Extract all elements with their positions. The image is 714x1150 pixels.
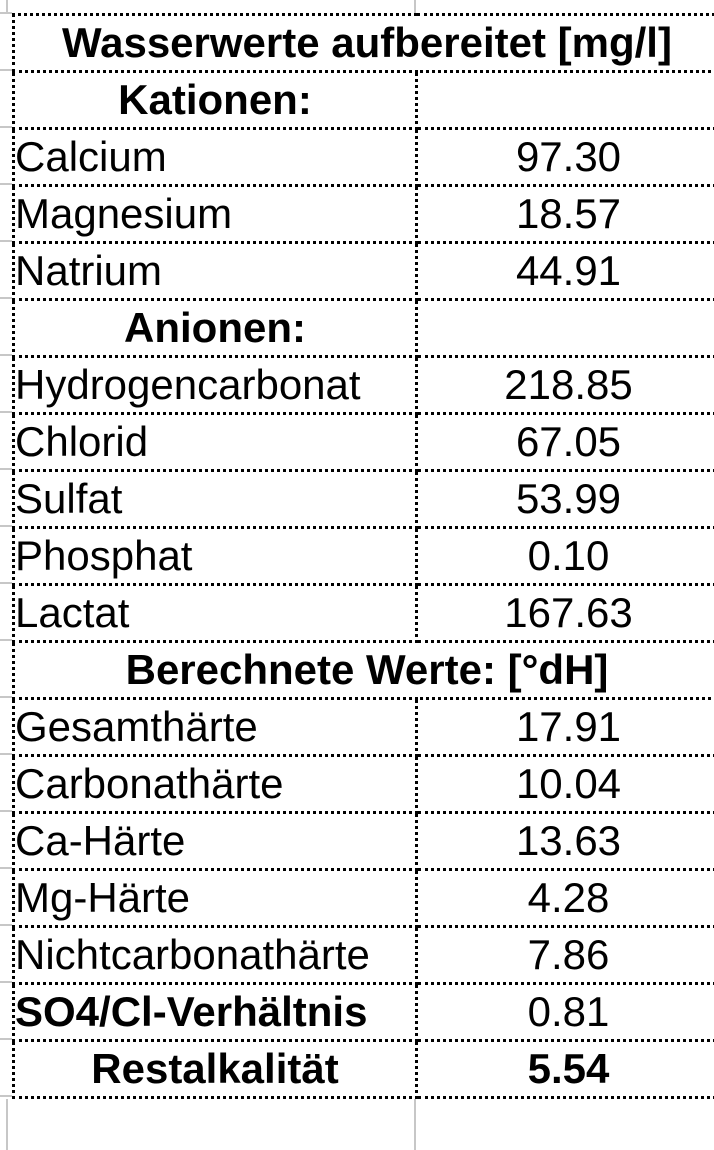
table-row: Lactat 167.63 <box>12 583 714 643</box>
row-value-magnesium[interactable]: 18.57 <box>415 184 714 244</box>
table-row: Calcium 97.30 <box>12 127 714 187</box>
gridline-left-strip <box>0 12 12 1100</box>
table-row: Nichtcarbonathärte 7.86 <box>12 925 714 985</box>
table-row: Gesamthärte 17.91 <box>12 697 714 757</box>
row-label-so4-cl-verhaeltnis[interactable]: SO4/Cl-Verhältnis <box>12 982 418 1042</box>
row-value-mg-haerte[interactable]: 4.28 <box>415 868 714 928</box>
row-label-mg-haerte[interactable]: Mg-Härte <box>12 868 418 928</box>
gridline-bottom-left <box>6 1099 8 1150</box>
row-label-carbonathaerte[interactable]: Carbonathärte <box>12 754 418 814</box>
table-row: Sulfat 53.99 <box>12 469 714 529</box>
row-value-restalkalitaet[interactable]: 5.54 <box>415 1039 714 1099</box>
row-value-nichtcarbonathaerte[interactable]: 7.86 <box>415 925 714 985</box>
row-label-phosphat[interactable]: Phosphat <box>12 526 418 586</box>
row-label-lactat[interactable]: Lactat <box>12 583 418 643</box>
section-header-kationen[interactable]: Kationen: <box>12 70 418 130</box>
row-label-calcium[interactable]: Calcium <box>12 127 418 187</box>
row-label-ca-haerte[interactable]: Ca-Härte <box>12 811 418 871</box>
row-value-so4-cl-verhaeltnis[interactable]: 0.81 <box>415 982 714 1042</box>
row-value-gesamthaerte[interactable]: 17.91 <box>415 697 714 757</box>
row-label-restalkalitaet[interactable]: Restalkalität <box>12 1039 418 1099</box>
table-row: SO4/Cl-Verhältnis 0.81 <box>12 982 714 1042</box>
table-row: Chlorid 67.05 <box>12 412 714 472</box>
table-row: Anionen: <box>12 298 714 358</box>
row-value-hydrogencarbonat[interactable]: 218.85 <box>415 355 714 415</box>
table-row: Natrium 44.91 <box>12 241 714 301</box>
table-title[interactable]: Wasserwerte aufbereitet [mg/l] <box>12 13 714 73</box>
row-label-magnesium[interactable]: Magnesium <box>12 184 418 244</box>
section-header-anionen[interactable]: Anionen: <box>12 298 418 358</box>
row-value-ca-haerte[interactable]: 13.63 <box>415 811 714 871</box>
row-value-sulfat[interactable]: 53.99 <box>415 469 714 529</box>
gridline-bottom-middle <box>414 1099 416 1150</box>
table-row: Carbonathärte 10.04 <box>12 754 714 814</box>
row-label-gesamthaerte[interactable]: Gesamthärte <box>12 697 418 757</box>
row-label-sulfat[interactable]: Sulfat <box>12 469 418 529</box>
row-value-phosphat[interactable]: 0.10 <box>415 526 714 586</box>
table-row: Ca-Härte 13.63 <box>12 811 714 871</box>
row-label-nichtcarbonathaerte[interactable]: Nichtcarbonathärte <box>12 925 418 985</box>
row-label-chlorid[interactable]: Chlorid <box>12 412 418 472</box>
row-value-lactat[interactable]: 167.63 <box>415 583 714 643</box>
table-row: Kationen: <box>12 70 714 130</box>
water-values-table: Wasserwerte aufbereitet [mg/l] Kationen:… <box>12 13 714 1099</box>
row-value-carbonathaerte[interactable]: 10.04 <box>415 754 714 814</box>
table-row: Phosphat 0.10 <box>12 526 714 586</box>
row-value-chlorid[interactable]: 67.05 <box>415 412 714 472</box>
row-label-hydrogencarbonat[interactable]: Hydrogencarbonat <box>12 355 418 415</box>
empty-cell[interactable] <box>415 70 714 130</box>
gridline-top-middle <box>414 0 416 13</box>
table-row: Hydrogencarbonat 218.85 <box>12 355 714 415</box>
empty-cell[interactable] <box>415 298 714 358</box>
table-row: Magnesium 18.57 <box>12 184 714 244</box>
table-row: Berechnete Werte: [°dH] <box>12 640 714 700</box>
table-row: Wasserwerte aufbereitet [mg/l] <box>12 13 714 73</box>
section-header-berechnete-werte[interactable]: Berechnete Werte: [°dH] <box>12 640 714 700</box>
table-row: Mg-Härte 4.28 <box>12 868 714 928</box>
row-value-calcium[interactable]: 97.30 <box>415 127 714 187</box>
gridline-top-left <box>6 0 8 13</box>
table-row: Restalkalität 5.54 <box>12 1039 714 1099</box>
row-label-natrium[interactable]: Natrium <box>12 241 418 301</box>
row-value-natrium[interactable]: 44.91 <box>415 241 714 301</box>
